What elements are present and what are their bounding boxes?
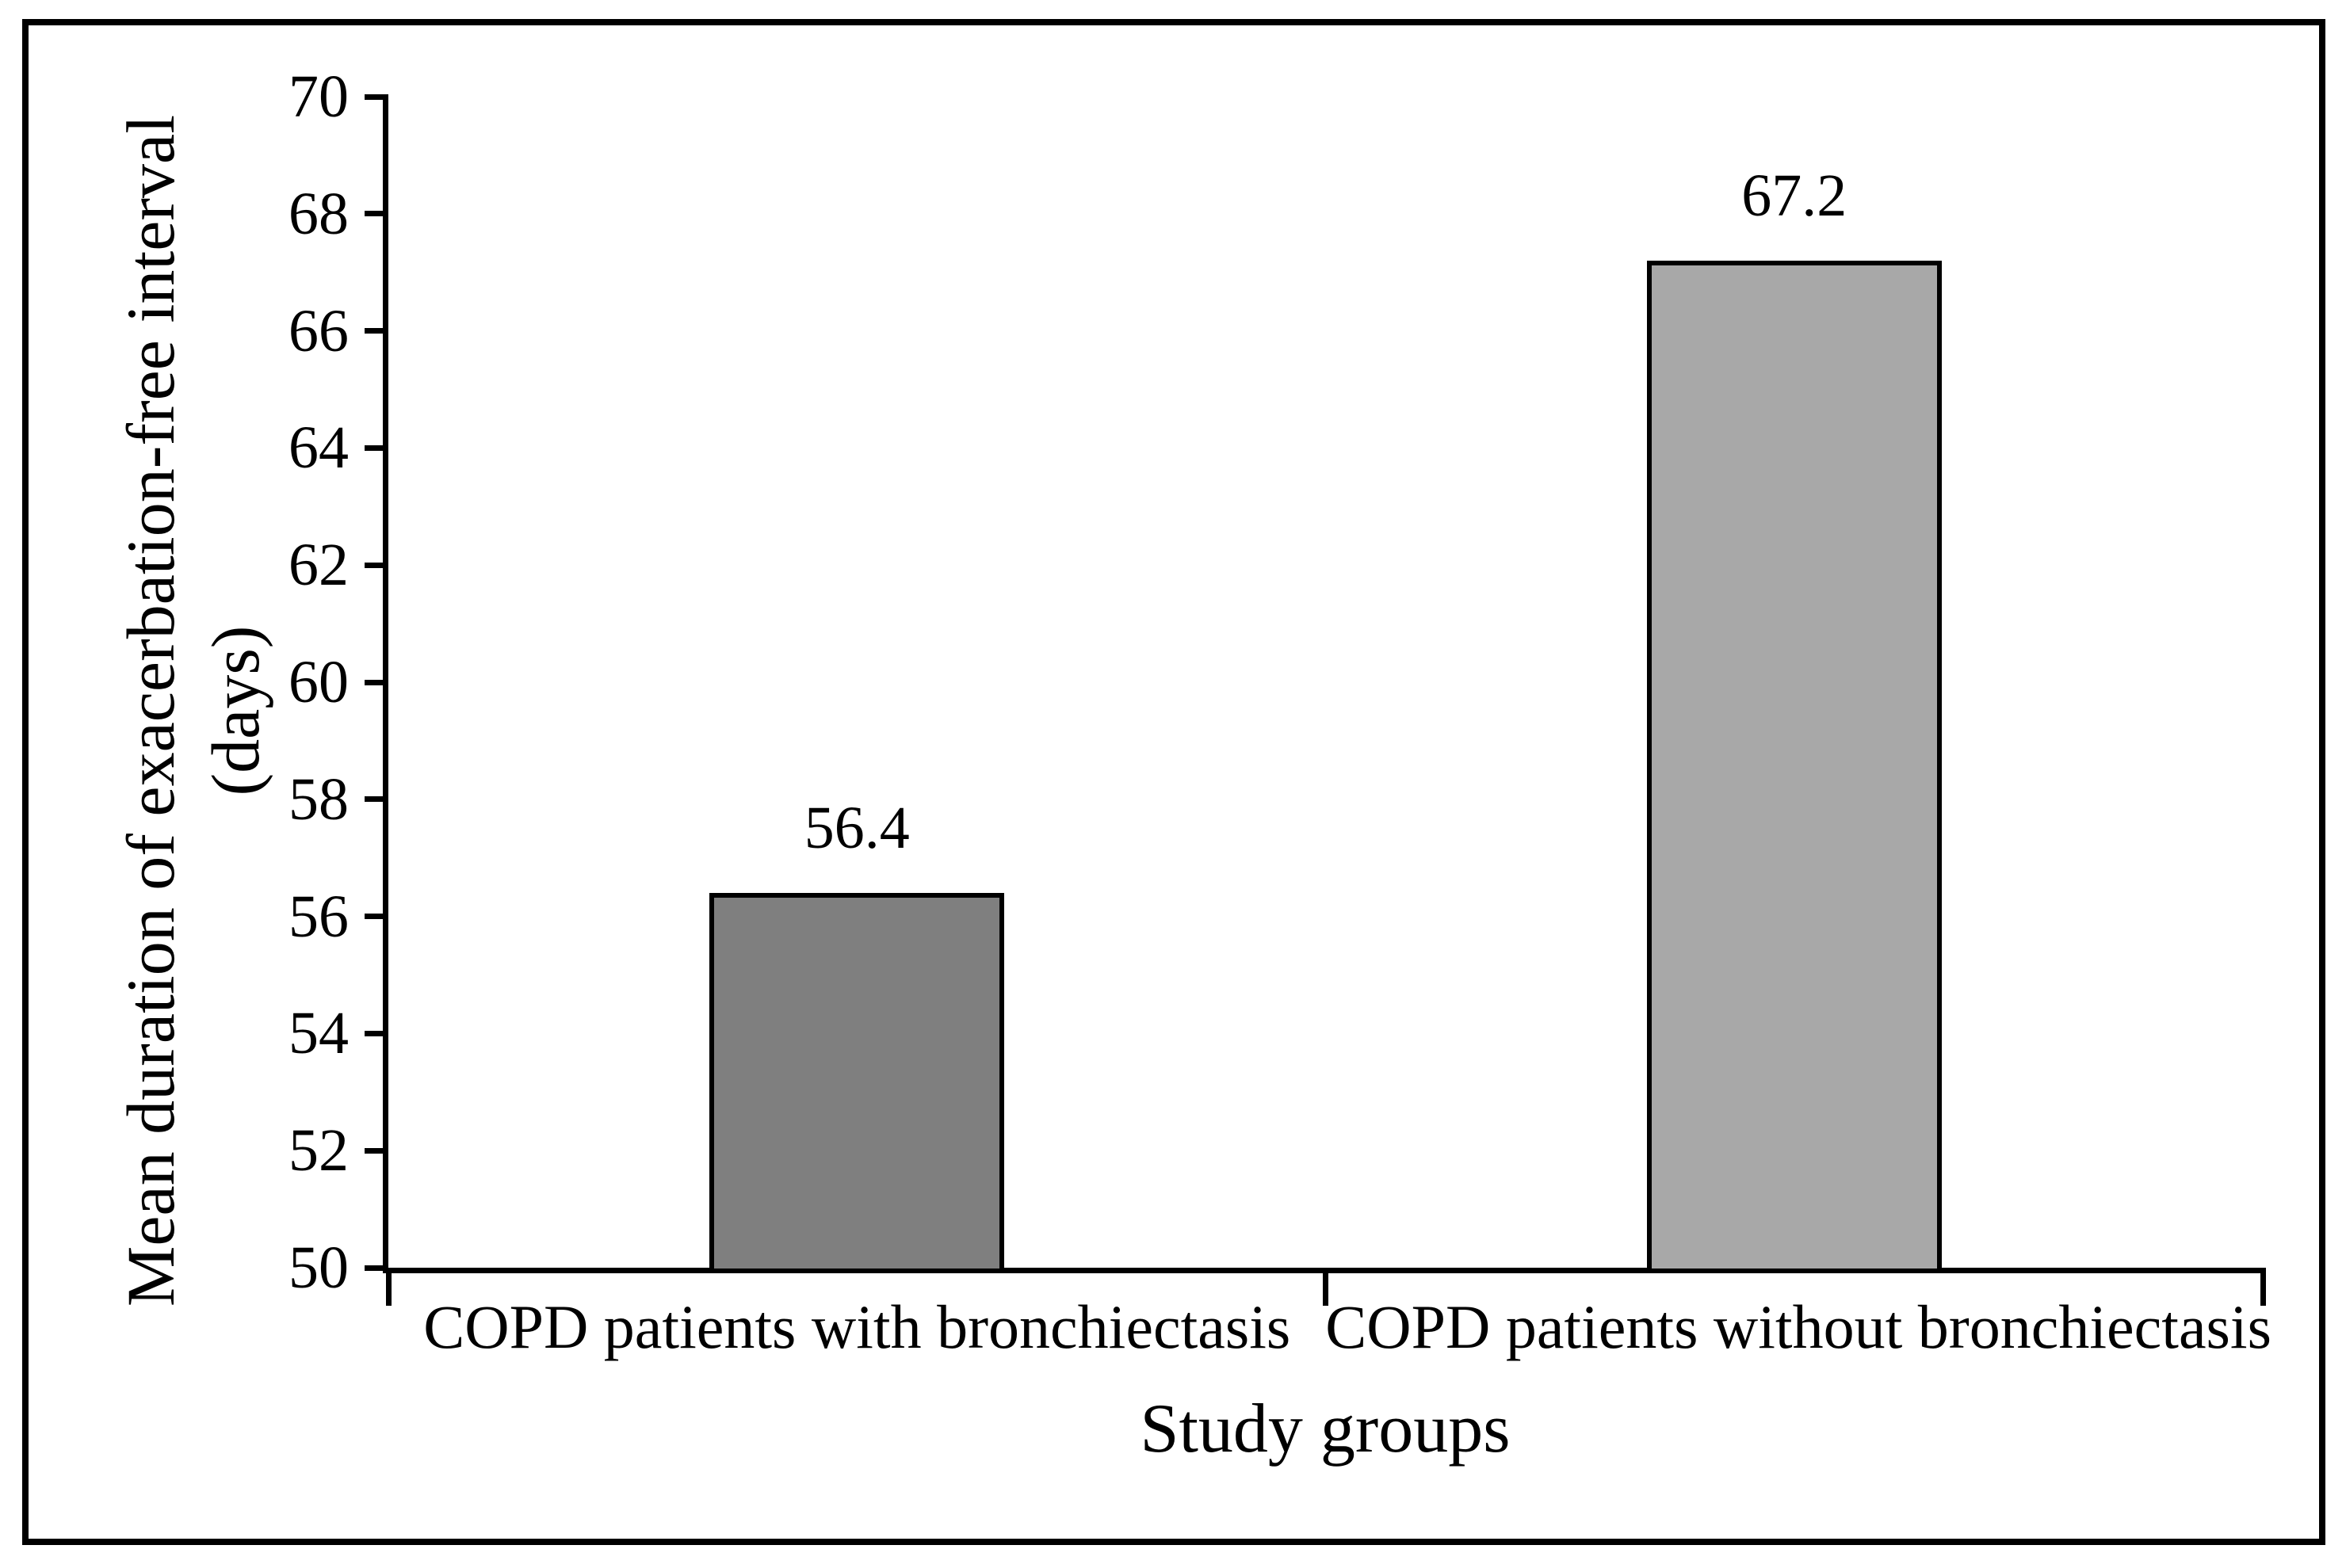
bar-2 xyxy=(1646,260,1942,1273)
y-tick-label: 54 xyxy=(288,1000,349,1067)
x-tick xyxy=(1323,1268,1328,1306)
bar-1 xyxy=(709,893,1005,1273)
y-tick-label: 52 xyxy=(288,1117,349,1185)
y-tick-label: 56 xyxy=(288,883,349,950)
y-tick xyxy=(365,211,388,217)
bar-value-label: 56.4 xyxy=(804,795,910,862)
bar-value-label: 67.2 xyxy=(1741,162,1847,229)
y-axis-title-line2: (days) xyxy=(197,625,273,796)
y-tick-label: 58 xyxy=(288,765,349,833)
y-tick-label: 70 xyxy=(288,63,349,130)
y-tick xyxy=(365,1147,388,1154)
y-tick-label: 68 xyxy=(288,180,349,247)
y-axis-line xyxy=(383,97,388,1273)
y-tick xyxy=(365,1265,388,1271)
x-axis-title: Study groups xyxy=(1140,1391,1511,1467)
y-tick-label: 64 xyxy=(288,414,349,482)
y-tick xyxy=(365,562,388,568)
y-tick xyxy=(365,796,388,803)
y-tick xyxy=(365,444,388,451)
y-axis-title-line1: Mean duration of exacerbation-free inter… xyxy=(113,114,189,1307)
y-tick xyxy=(365,1030,388,1036)
y-tick-label: 62 xyxy=(288,532,349,599)
y-tick xyxy=(365,93,388,100)
x-tick xyxy=(2260,1268,2266,1306)
x-tick xyxy=(385,1268,392,1306)
y-tick-label: 66 xyxy=(288,297,349,364)
y-tick-label: 50 xyxy=(288,1234,349,1301)
category-label-1: COPD patients with bronchiectasis xyxy=(423,1292,1291,1361)
y-tick-label: 60 xyxy=(288,649,349,715)
y-tick xyxy=(365,679,388,685)
y-tick xyxy=(365,328,388,334)
y-tick xyxy=(365,914,388,920)
category-label-2: COPD patients without bronchiectasis xyxy=(1325,1292,2271,1361)
